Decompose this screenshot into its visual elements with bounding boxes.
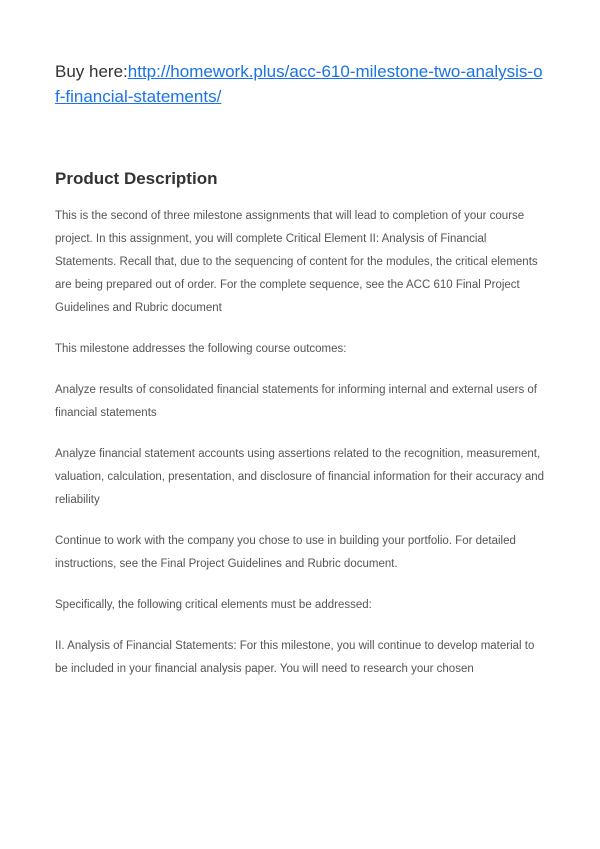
body-paragraph: Analyze results of consolidated financia… <box>55 379 545 425</box>
buy-prefix: Buy here: <box>55 62 128 81</box>
buy-here-block: Buy here:http://homework.plus/acc-610-mi… <box>55 60 545 109</box>
section-heading: Product Description <box>55 169 545 189</box>
body-paragraph: Specifically, the following critical ele… <box>55 594 545 617</box>
document-page: Buy here:http://homework.plus/acc-610-mi… <box>0 0 600 739</box>
body-paragraph: This is the second of three milestone as… <box>55 205 545 320</box>
body-paragraph: II. Analysis of Financial Statements: Fo… <box>55 635 545 681</box>
body-paragraph: Continue to work with the company you ch… <box>55 530 545 576</box>
body-paragraph: Analyze financial statement accounts usi… <box>55 443 545 512</box>
product-link[interactable]: http://homework.plus/acc-610-milestone-t… <box>55 62 543 106</box>
body-paragraph: This milestone addresses the following c… <box>55 338 545 361</box>
